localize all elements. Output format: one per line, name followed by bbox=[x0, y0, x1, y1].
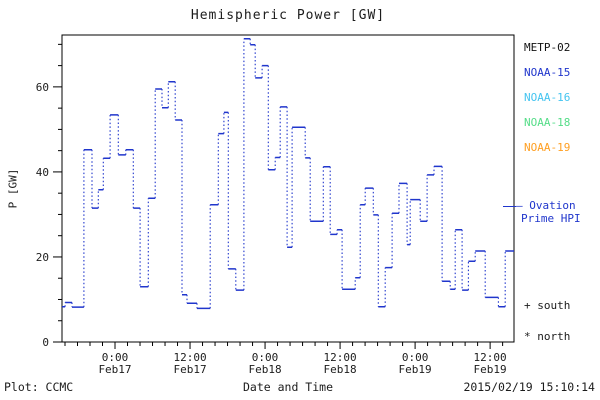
y-tick-label: 0 bbox=[42, 336, 49, 349]
x-tick-time-label: 12:00 bbox=[173, 351, 206, 364]
hpi-step-segments bbox=[62, 38, 514, 310]
y-tick-label: 60 bbox=[36, 81, 49, 94]
x-tick-time-label: 12:00 bbox=[324, 351, 357, 364]
x-tick-date-label: Feb17 bbox=[173, 363, 206, 376]
x-tick-date-label: Feb17 bbox=[98, 363, 131, 376]
x-axis-title: Date and Time bbox=[242, 380, 333, 394]
legend-item-noaa-19: NOAA-19 bbox=[524, 141, 571, 154]
ovation-legend-line2: Prime HPI bbox=[521, 211, 581, 225]
ovation-legend-line1: — Ovation bbox=[516, 199, 576, 212]
chart-title: Hemispheric Power [GW] bbox=[190, 8, 386, 23]
ovation-line-sample bbox=[503, 206, 516, 207]
x-tick-date-label: Feb18 bbox=[248, 363, 281, 376]
ovation-legend: — Ovation Prime HPI bbox=[516, 199, 581, 225]
south-marker-legend: + south bbox=[524, 299, 571, 312]
legend-item-noaa-16: NOAA-16 bbox=[524, 91, 571, 104]
legend-item-noaa-15: NOAA-15 bbox=[524, 66, 571, 79]
legend-item-metp-02: METP-02 bbox=[524, 41, 571, 54]
x-tick-date-label: Feb18 bbox=[324, 363, 357, 376]
plot-frame bbox=[61, 34, 515, 343]
x-tick-time-label: 0:00 bbox=[102, 351, 129, 364]
north-marker-legend: * north bbox=[524, 330, 571, 343]
x-tick-time-label: 0:00 bbox=[252, 351, 279, 364]
legend-item-noaa-18: NOAA-18 bbox=[524, 116, 571, 129]
x-tick-date-label: Feb19 bbox=[474, 363, 507, 376]
hpi-step-connectors bbox=[64, 38, 506, 309]
satellite-legend: METP-02 NOAA-15 NOAA-16 NOAA-18 NOAA-19 bbox=[524, 41, 570, 166]
y-tick-label: 40 bbox=[36, 166, 49, 179]
timestamp-label: 2015/02/19 15:10:14 bbox=[463, 380, 595, 394]
y-tick-label: 20 bbox=[36, 251, 49, 264]
plot-source-label: Plot: CCMC bbox=[4, 380, 74, 394]
x-tick-time-label: 12:00 bbox=[474, 351, 507, 364]
x-tick-date-label: Feb19 bbox=[399, 363, 432, 376]
x-tick-time-label: 0:00 bbox=[402, 351, 429, 364]
